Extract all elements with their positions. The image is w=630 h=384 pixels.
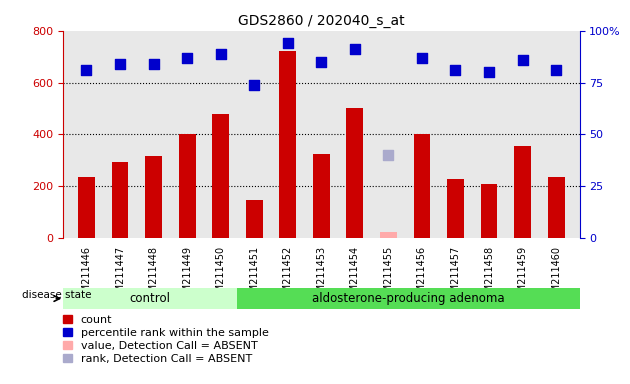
- Legend: count, percentile rank within the sample, value, Detection Call = ABSENT, rank, : count, percentile rank within the sample…: [63, 315, 268, 364]
- Bar: [212, 114, 229, 238]
- Title: GDS2860 / 202040_s_at: GDS2860 / 202040_s_at: [238, 14, 404, 28]
- Bar: [547, 177, 564, 238]
- Point: [517, 57, 527, 63]
- Bar: [514, 146, 531, 238]
- Bar: [78, 177, 95, 238]
- Bar: [179, 134, 195, 238]
- Point: [249, 81, 260, 88]
- Text: aldosterone-producing adenoma: aldosterone-producing adenoma: [312, 292, 505, 305]
- Point: [383, 152, 393, 158]
- Point: [417, 55, 427, 61]
- Point: [215, 50, 226, 56]
- Point: [316, 59, 326, 65]
- Bar: [145, 156, 162, 238]
- Bar: [238, 288, 580, 309]
- Point: [350, 46, 360, 53]
- Text: disease state: disease state: [22, 290, 91, 300]
- Bar: [481, 184, 498, 238]
- Text: control: control: [130, 292, 171, 305]
- Bar: [447, 179, 464, 238]
- Point: [182, 55, 192, 61]
- Bar: [246, 200, 263, 238]
- Point: [450, 67, 461, 73]
- Bar: [313, 154, 329, 238]
- Point: [115, 61, 125, 67]
- Point: [283, 40, 293, 46]
- Point: [81, 67, 91, 73]
- Point: [484, 69, 494, 75]
- Bar: [112, 162, 129, 238]
- Bar: [346, 108, 364, 238]
- Bar: [279, 51, 296, 238]
- Bar: [63, 288, 238, 309]
- Bar: [380, 232, 397, 238]
- Point: [551, 67, 561, 73]
- Bar: [413, 134, 430, 238]
- Point: [149, 61, 159, 67]
